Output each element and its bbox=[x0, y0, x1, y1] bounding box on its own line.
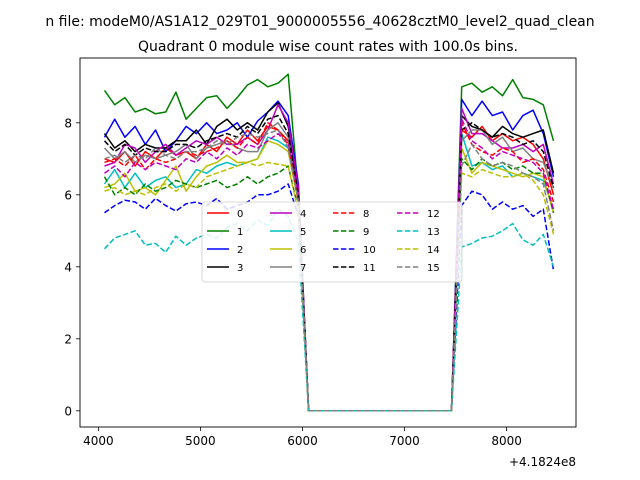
x-axis: 4000 5000 6000 7000 8000 bbox=[83, 427, 522, 448]
legend-label-5: 5 bbox=[300, 227, 306, 238]
legend-label-6: 6 bbox=[300, 245, 306, 256]
x-tick-label: 6000 bbox=[287, 434, 318, 448]
series-line-15 bbox=[104, 129, 555, 412]
legend-label-11: 11 bbox=[363, 263, 376, 274]
x-tick-label: 5000 bbox=[185, 434, 216, 448]
legend-label-15: 15 bbox=[427, 263, 440, 274]
x-tick-label: 8000 bbox=[491, 434, 522, 448]
legend-label-14: 14 bbox=[427, 245, 440, 256]
y-tick-label: 0 bbox=[64, 404, 72, 418]
y-tick-label: 8 bbox=[64, 116, 72, 130]
legend-label-0: 0 bbox=[237, 209, 243, 220]
legend-label-8: 8 bbox=[363, 209, 369, 220]
legend-label-13: 13 bbox=[427, 227, 440, 238]
y-tick-label: 2 bbox=[64, 332, 72, 346]
legend-label-12: 12 bbox=[427, 209, 440, 220]
y-axis: 0 2 4 6 8 bbox=[64, 116, 80, 418]
legend-label-9: 9 bbox=[363, 227, 369, 238]
legend-label-2: 2 bbox=[237, 245, 243, 256]
x-offset-text: +4.1824e8 bbox=[509, 455, 576, 469]
chart-title: Quadrant 0 module wise count rates with … bbox=[138, 39, 518, 55]
x-tick-label: 4000 bbox=[83, 434, 114, 448]
y-tick-label: 4 bbox=[64, 260, 72, 274]
y-tick-label: 6 bbox=[64, 188, 72, 202]
legend-label-3: 3 bbox=[237, 263, 243, 274]
legend-label-1: 1 bbox=[237, 227, 243, 238]
series-layer bbox=[103, 73, 555, 412]
figure-suptitle: n file: modeM0/AS1A12_029T01_9000005556_… bbox=[45, 14, 594, 30]
plot-frame bbox=[79, 57, 577, 428]
legend-label-4: 4 bbox=[300, 209, 306, 220]
legend-frame bbox=[201, 201, 463, 283]
x-tick-label: 7000 bbox=[389, 434, 420, 448]
legend-label-10: 10 bbox=[363, 245, 376, 256]
legend-label-7: 7 bbox=[300, 263, 306, 274]
